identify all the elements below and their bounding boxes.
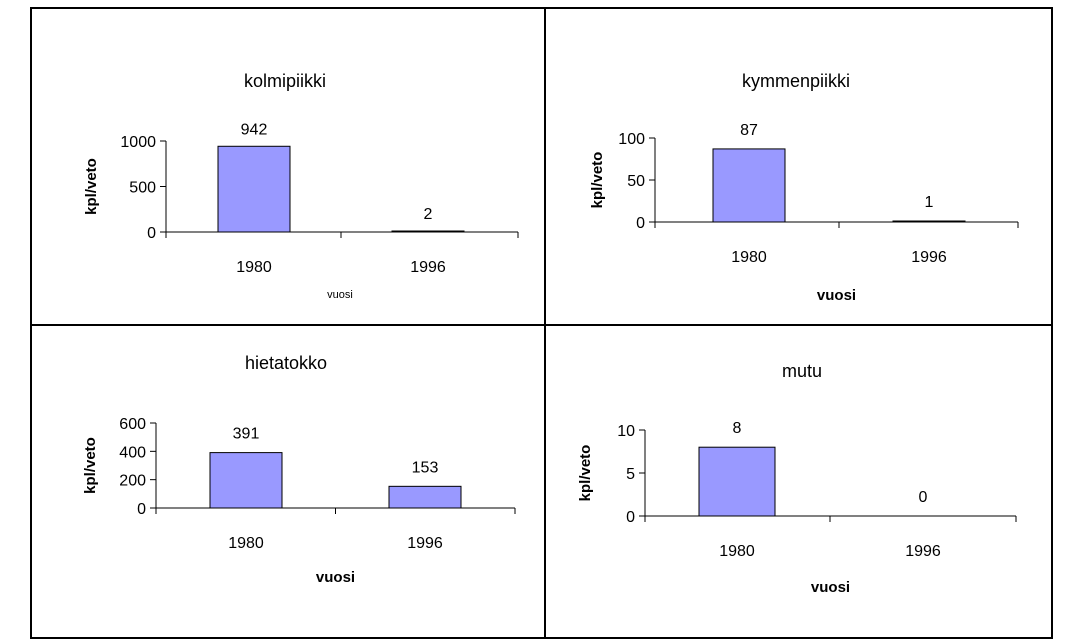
x-axis-title: vuosi [316, 569, 355, 586]
bar-1980 [712, 148, 786, 223]
x-axis-title: vuosi [811, 579, 850, 596]
y-tick-label: 500 [129, 180, 156, 197]
data-label-1980: 942 [241, 121, 268, 138]
bar-1980 [217, 145, 291, 233]
x-tick-label-1980: 1980 [236, 259, 272, 276]
y-tick-label: 5 [626, 466, 635, 483]
bar-1980 [209, 452, 283, 509]
y-tick-label: 0 [636, 215, 645, 232]
data-label-1980: 391 [233, 426, 260, 443]
x-tick-label-1996: 1996 [407, 535, 443, 552]
x-axis-title: vuosi [327, 289, 353, 301]
y-tick-label: 200 [119, 473, 146, 490]
chart-2: kymmenpiikki 0 50 100 87 1980 1 1996 kpl/veto vuo… [589, 71, 1019, 304]
x-tick-label-1980: 1980 [719, 543, 755, 560]
data-label-1996: 1 [925, 194, 934, 211]
y-tick-label: 1000 [120, 134, 156, 151]
chart-3: hietatokko 0 200 400 600 391 1980 153 1996 kpl/ve… [82, 353, 516, 586]
chart-title: kolmipiikki [244, 71, 326, 91]
data-label-1996: 0 [919, 489, 928, 506]
y-tick-label: 100 [618, 131, 645, 148]
x-axis-title: vuosi [817, 287, 856, 304]
y-axis-title: kpl/veto [589, 152, 606, 209]
data-label-1996: 153 [412, 459, 439, 476]
y-tick-label: 50 [627, 173, 645, 190]
data-label-1980: 87 [740, 122, 758, 139]
chart-4: mutu 0 5 10 8 1980 0 1996 kpl/veto vuosi [577, 361, 1017, 596]
y-tick-label: 0 [147, 225, 156, 242]
y-tick-label: 400 [119, 444, 146, 461]
data-label-1996: 2 [424, 206, 433, 223]
chart-title: mutu [782, 361, 822, 381]
data-label-1980: 8 [733, 420, 742, 437]
charts-layer: kolmipiikki05001000942198021996kpl/vetov… [82, 71, 1019, 596]
chart-title: kymmenpiikki [742, 71, 850, 91]
x-tick-label-1996: 1996 [911, 249, 947, 266]
x-tick-label-1996: 1996 [905, 543, 941, 560]
y-tick-label: 0 [626, 509, 635, 526]
panel-borders [30, 7, 1053, 639]
y-axis-title: kpl/veto [82, 437, 99, 494]
bar-1996 [391, 230, 465, 233]
chart-title: hietatokko [245, 353, 327, 373]
bar-1996 [892, 220, 966, 223]
y-axis-title: kpl/veto [577, 445, 594, 502]
chart-1: kolmipiikki 0 500 1000 942 1980 2 1996 kpl/veto v… [83, 71, 519, 301]
outer-border [30, 7, 1053, 639]
y-tick-label: 600 [119, 416, 146, 433]
y-tick-label: 0 [137, 501, 146, 518]
x-tick-label-1980: 1980 [228, 535, 264, 552]
y-tick-label: 10 [617, 423, 635, 440]
y-axis-title: kpl/veto [83, 158, 100, 215]
bar-1980 [698, 446, 776, 517]
x-tick-label-1996: 1996 [410, 259, 446, 276]
x-tick-label-1980: 1980 [731, 249, 767, 266]
bar-1996 [388, 485, 462, 509]
